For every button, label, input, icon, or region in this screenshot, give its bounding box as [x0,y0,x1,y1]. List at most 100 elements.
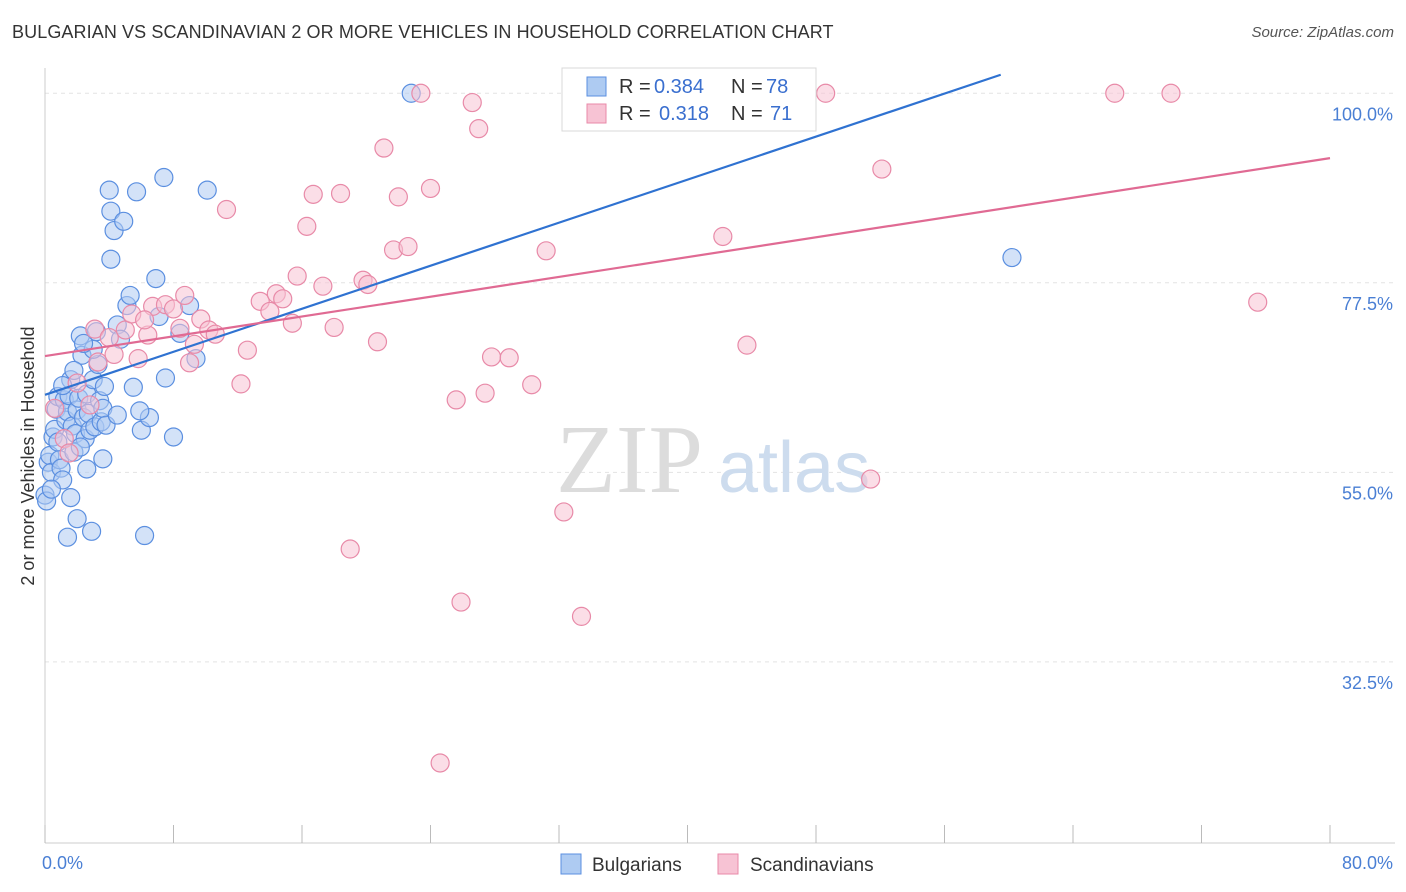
point-bulgarians-69 [107,405,127,425]
point-scandinavians-45 [451,592,471,612]
point-scandinavians-5 [104,344,124,365]
y-tick-label-3: 32.5% [1342,673,1393,693]
point-scandinavians-58 [737,335,757,355]
zipatlas-watermark: ZIP atlas [556,406,870,514]
legend-r-label-1: R = [619,76,651,98]
point-scandinavians-51 [522,375,542,395]
point-bulgarians-29 [81,521,102,541]
point-scandinavians-12 [163,299,184,319]
point-bulgarians-76 [73,333,94,354]
point-scandinavians-4 [88,352,108,372]
point-scandinavians-69 [134,310,155,330]
point-scandinavians-27 [287,266,307,286]
source-credit: Source: ZipAtlas.com [1251,24,1394,41]
point-scandinavians-48 [475,383,495,403]
legend-r-label-2: R = [619,103,651,125]
y-tick-label-0: 100.0% [1332,104,1393,124]
legend-n-value-1: 78 [766,76,788,98]
data-points [35,81,1268,773]
trend-line-scandinavians [44,157,1331,358]
legend-r-value-1: 0.384 [654,76,704,98]
point-scandinavians-40 [398,236,418,257]
point-scandinavians-30 [313,276,333,296]
point-scandinavians-61 [861,469,881,489]
point-bulgarians-62 [57,527,78,547]
series-legend-swatch-scandinavians [717,853,739,875]
point-scandinavians-50 [499,348,519,368]
point-scandinavians-31 [324,317,344,338]
tick-labels: 100.0% 77.5% 55.0% 32.5% 0.0% 80.0% [42,104,1393,873]
legend-n-value-2: 71 [770,103,792,125]
series-legend-label-scandinavians: Scandinavians [750,855,874,876]
watermark-zip: ZIP [556,406,703,514]
point-scandinavians-36 [367,332,388,352]
point-scandinavians-70 [179,353,200,373]
correlation-legend: R = 0.384 N = 78 R = 0.318 N = 71 [561,67,817,132]
point-bulgarians-54 [154,167,174,188]
point-bulgarians-40 [101,201,121,221]
point-bulgarians-77 [101,249,121,269]
point-scandinavians-42 [420,178,441,199]
point-scandinavians-29 [303,184,323,204]
point-scandinavians-41 [411,83,431,103]
point-bulgarians-47 [123,377,143,397]
point-bulgarians-52 [146,268,166,289]
point-bulgarians-64 [93,449,113,469]
legend-swatch-bulgarians [586,76,607,97]
trend-line-bulgarians [44,73,1002,396]
point-bulgarians-70 [130,401,150,421]
point-bulgarians-55 [163,427,184,447]
point-bulgarians-50 [134,525,155,546]
point-scandinavians-43 [430,753,450,773]
legend-n-label-2: N = [731,103,763,125]
point-scandinavians-63 [1105,83,1125,103]
point-bulgarians-61 [1002,247,1022,268]
point-scandinavians-49 [481,347,502,367]
y-tick-label-1: 77.5% [1342,294,1393,314]
point-bulgarians-68 [77,459,97,479]
point-scandinavians-52 [536,241,556,261]
y-axis-label: 2 or more Vehicles in Household [18,326,38,585]
point-scandinavians-3 [85,319,105,339]
point-scandinavians-32 [330,183,351,204]
point-scandinavians-47 [469,119,489,139]
trend-lines [44,73,1331,396]
point-scandinavians-28 [297,216,317,236]
point-scandinavians-39 [388,187,408,207]
point-scandinavians-21 [237,340,257,360]
point-scandinavians-33 [340,539,360,559]
point-scandinavians-14 [175,285,195,306]
point-scandinavians-25 [273,289,293,309]
point-scandinavians-54 [571,606,592,626]
point-scandinavians-0 [45,398,65,418]
point-bulgarians-44 [114,211,134,231]
point-bulgarians-67 [61,488,81,508]
legend-r-value-2: 0.318 [659,103,709,125]
series-scandinavians [45,81,1268,773]
x-tick-label-1: 80.0% [1342,853,1393,873]
point-scandinavians-65 [1248,292,1268,312]
point-scandinavians-37 [374,138,394,158]
series-legend: Bulgarians Scandinavians [560,853,874,876]
point-scandinavians-46 [462,92,482,113]
point-bulgarians-48 [126,182,147,202]
chart-title: BULGARIAN VS SCANDINAVIAN 2 OR MORE VEHI… [12,22,834,42]
point-scandinavians-6 [115,320,135,340]
point-bulgarians-66 [67,509,87,529]
point-bulgarians-39 [99,180,119,200]
point-scandinavians-20 [231,374,251,394]
x-tick-label-0: 0.0% [42,853,83,873]
point-scandinavians-57 [713,226,733,247]
point-scandinavians-13 [170,318,190,338]
point-bulgarians-59 [197,180,217,200]
legend-swatch-scandinavians [586,103,607,124]
series-legend-swatch-bulgarians [560,853,582,875]
point-bulgarians-37 [94,376,115,397]
point-scandinavians-44 [446,390,466,410]
point-scandinavians-19 [216,199,237,220]
point-scandinavians-66 [59,443,79,463]
point-scandinavians-60 [816,83,836,103]
legend-n-label-1: N = [731,76,763,98]
point-scandinavians-53 [554,502,574,522]
